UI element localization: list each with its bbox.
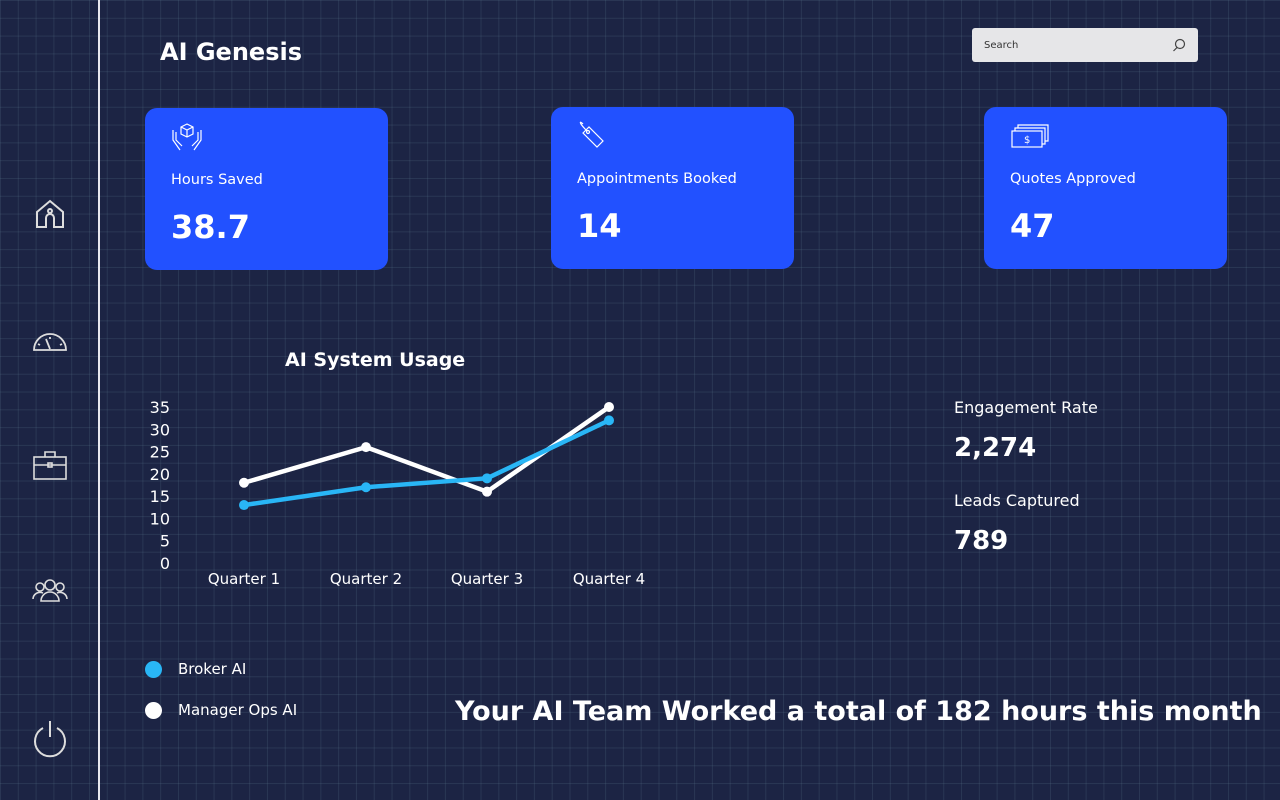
app-title: AI Genesis (160, 38, 302, 66)
svg-text:$: $ (1024, 135, 1030, 146)
hands-box-icon (172, 123, 202, 151)
data-point (361, 482, 371, 493)
y-tick-label: 10 (150, 509, 170, 528)
search-input[interactable]: Search (972, 28, 1198, 62)
legend-item-broker: Broker AI (145, 660, 246, 678)
nav-home[interactable] (30, 194, 70, 234)
card-appointments: Appointments Booked 14 (551, 107, 794, 269)
card-value: 47 (1010, 207, 1055, 245)
y-tick-label: 5 (160, 532, 170, 551)
data-point (604, 415, 614, 426)
card-label: Hours Saved (171, 172, 263, 188)
engagement-rate-value: 2,274 (954, 433, 1037, 463)
y-tick-label: 20 (150, 465, 170, 484)
data-point (604, 402, 614, 412)
y-tick-label: 35 (150, 398, 170, 417)
sidebar-divider (98, 0, 100, 800)
y-tick-label: 15 (150, 487, 170, 506)
x-tick-label: Quarter 1 (208, 570, 280, 588)
legend-dot (145, 660, 162, 678)
data-point (239, 500, 249, 511)
card-value: 14 (577, 207, 622, 245)
legend-dot (145, 701, 162, 719)
legend-label: Broker AI (178, 660, 247, 678)
card-label: Appointments Booked (577, 171, 737, 187)
tag-icon (579, 121, 604, 148)
x-tick-label: Quarter 2 (330, 570, 402, 588)
card-value: 38.7 (171, 208, 250, 246)
nav-dashboard[interactable] (30, 320, 70, 360)
nav-briefcase[interactable] (30, 445, 70, 485)
x-tick-label: Quarter 3 (451, 570, 523, 588)
briefcase-icon (33, 451, 67, 480)
legend-label: Manager Ops AI (178, 701, 298, 719)
leads-captured-label: Leads Captured (954, 491, 1080, 510)
y-tick-label: 30 (150, 420, 170, 439)
card-label: Quotes Approved (1010, 171, 1136, 187)
users-icon (32, 579, 68, 602)
summary-banner: Your AI Team Worked a total of 182 hours… (455, 696, 1262, 727)
data-point (361, 442, 371, 453)
engagement-rate-label: Engagement Rate (954, 398, 1098, 417)
chart-title: AI System Usage (285, 349, 466, 371)
usage-line-chart: 0 5 10 15 20 25 30 35 Quarter 1 Quarter 2 Quarter … (150, 398, 645, 588)
data-point (482, 473, 492, 484)
legend-item-manager: Manager Ops AI (145, 701, 297, 719)
y-tick-label: 25 (150, 443, 170, 462)
x-tick-label: Quarter 4 (573, 570, 645, 588)
power-button[interactable] (30, 718, 70, 758)
power-icon (34, 721, 66, 758)
search-placeholder: Search (984, 39, 1019, 51)
home-icon (36, 199, 64, 228)
series-line-0 (243, 418, 610, 508)
y-tick-label: 0 (160, 554, 170, 573)
series-line-1 (243, 405, 611, 494)
card-quotes: $ Quotes Approved 47 (984, 107, 1227, 269)
data-point (482, 486, 492, 497)
nav-team[interactable] (30, 570, 70, 610)
card-hours-saved: Hours Saved 38.7 (145, 108, 388, 270)
leads-captured-value: 789 (954, 526, 1009, 556)
gauge-icon (33, 333, 67, 351)
money-icon: $ (1011, 124, 1049, 148)
search-icon[interactable] (1172, 38, 1186, 52)
data-point (239, 477, 249, 488)
